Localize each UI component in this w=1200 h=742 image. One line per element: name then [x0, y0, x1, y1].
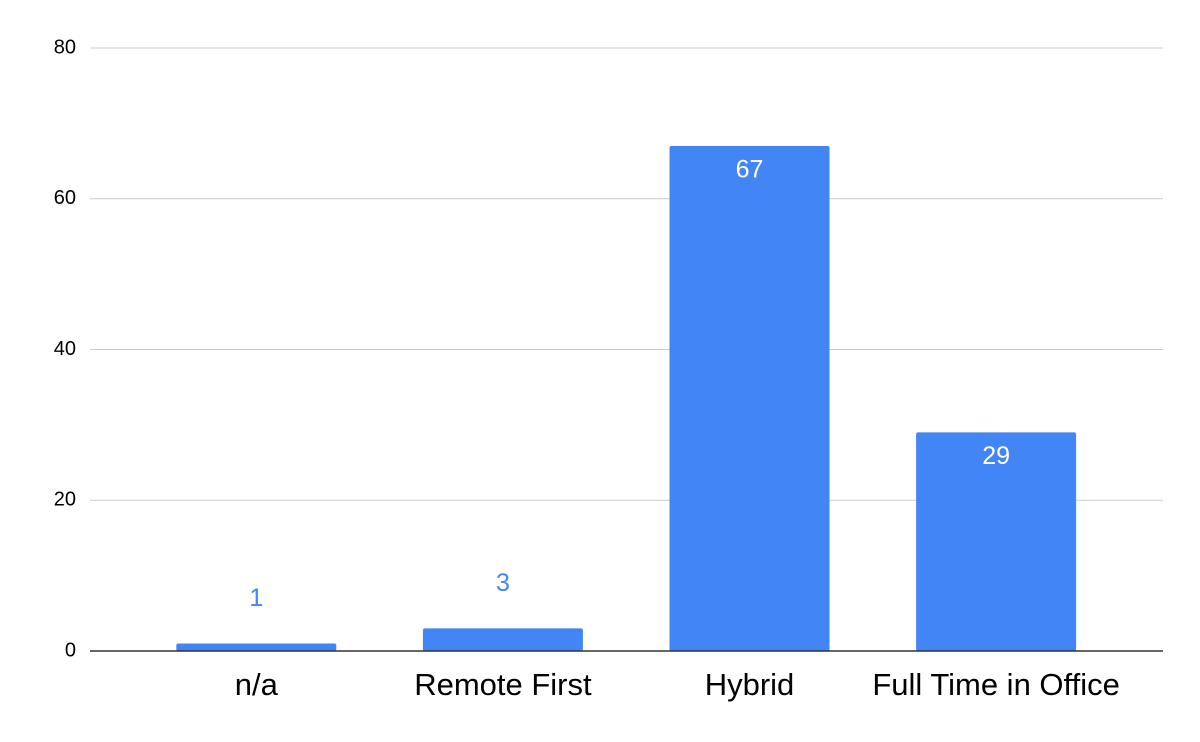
- y-tick-label: 60: [54, 187, 76, 209]
- bar: [669, 145, 830, 652]
- data-label: 1: [249, 584, 263, 612]
- y-tick-label: 40: [54, 338, 76, 360]
- bar: [176, 643, 337, 651]
- x-tick-label: Hybrid: [705, 667, 795, 702]
- bar: [916, 432, 1077, 651]
- data-label: 67: [736, 156, 764, 184]
- x-tick-label: Remote First: [414, 667, 592, 702]
- y-tick-label: 0: [65, 639, 76, 661]
- y-tick-label: 20: [54, 489, 76, 511]
- bar: [422, 628, 583, 651]
- x-tick-label: Full Time in Office: [872, 667, 1120, 702]
- y-tick-label: 80: [54, 36, 76, 58]
- x-tick-label: n/a: [235, 667, 279, 702]
- data-label: 3: [496, 569, 510, 597]
- data-label: 29: [982, 442, 1010, 470]
